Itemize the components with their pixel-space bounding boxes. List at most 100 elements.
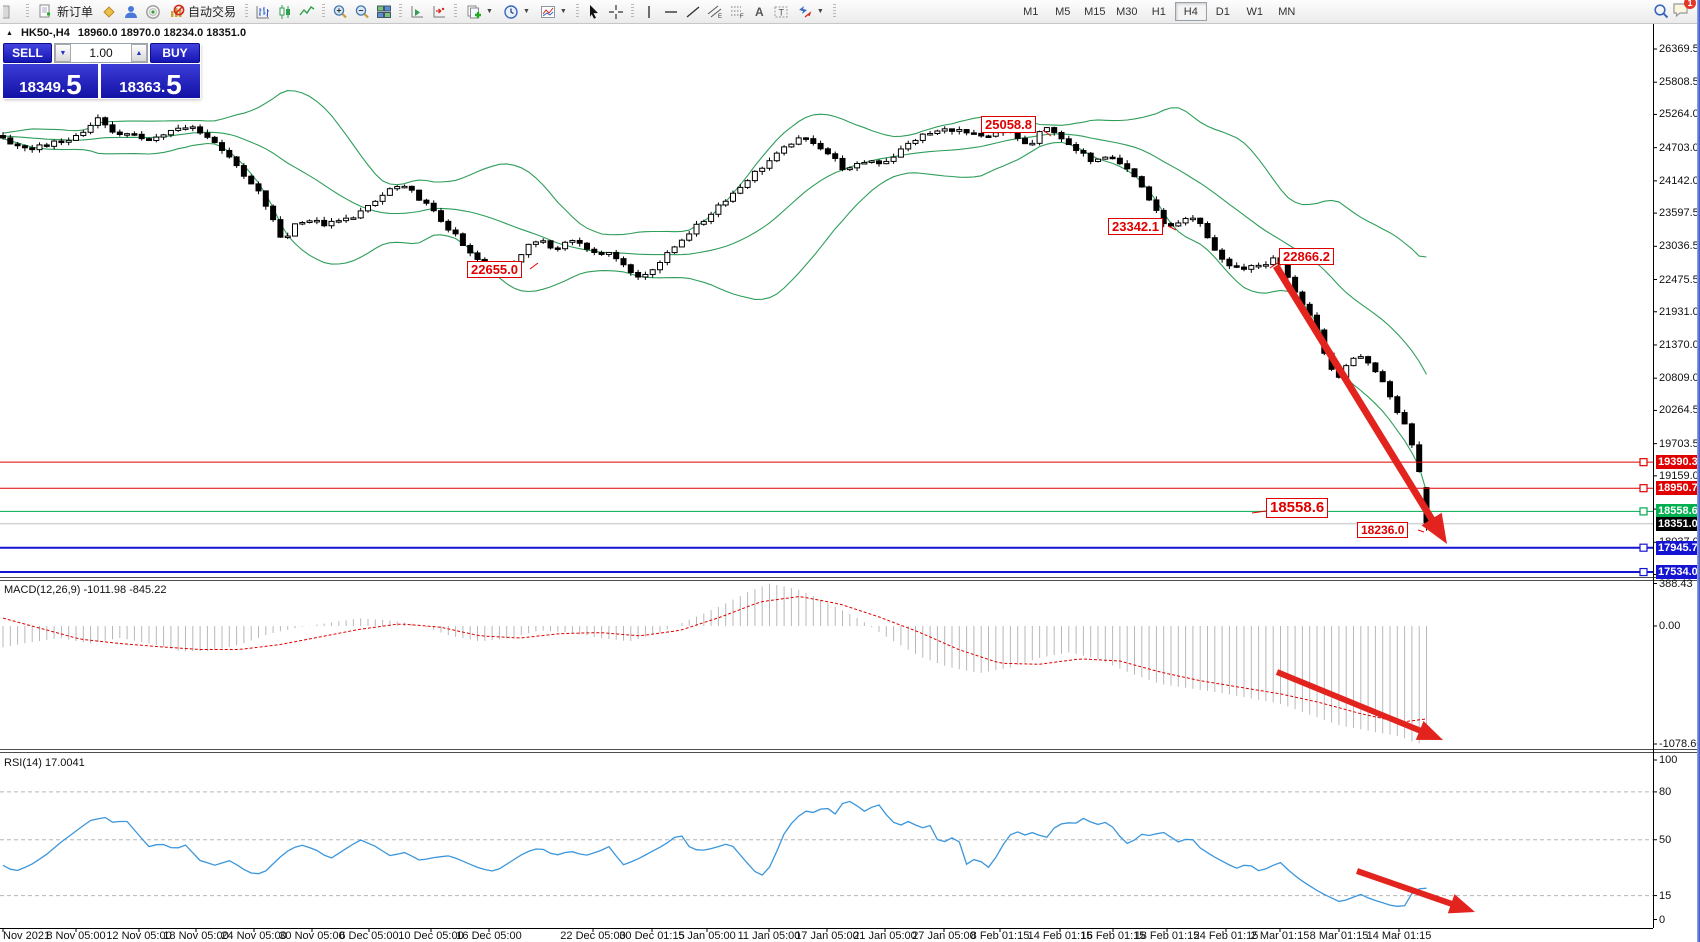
candle-body: [934, 130, 941, 135]
candle-body: [138, 133, 145, 140]
line-chart-mode-icon[interactable]: [296, 2, 318, 22]
bollinger-lower-band[interactable]: [2, 138, 1428, 493]
indicators-button[interactable]: ▼: [535, 2, 572, 22]
zoom-in-icon[interactable]: [329, 2, 351, 22]
autotrading-button[interactable]: 自动交易: [164, 2, 241, 22]
candlestick-mode-icon[interactable]: [274, 2, 296, 22]
timeframe-button-h1[interactable]: H1: [1151, 5, 1166, 18]
toolbar-grip: [575, 4, 579, 19]
timeframe-button-d1[interactable]: D1: [1215, 5, 1230, 18]
time-axis-label: 30 Nov 05:00: [279, 930, 345, 942]
candle-body: [240, 165, 247, 177]
candle-body: [1350, 357, 1357, 367]
fibonacci-tool-icon[interactable]: F: [726, 2, 748, 22]
profile-icon[interactable]: [120, 2, 142, 22]
price-axis-tick-label: 24703.0: [1659, 142, 1699, 154]
notifications-button[interactable]: 1: [1672, 0, 1696, 23]
cursor-icon[interactable]: [583, 2, 605, 22]
notification-badge: 1: [1684, 0, 1696, 9]
candle-body: [1073, 144, 1080, 151]
channel-tool-icon[interactable]: E: [704, 2, 726, 22]
vertical-line-tool-icon[interactable]: [638, 2, 660, 22]
periods-button[interactable]: ▼: [498, 2, 535, 22]
trend-arrow-shaft[interactable]: [1356, 868, 1455, 908]
price-axis-tick-label: 21370.0: [1659, 339, 1699, 351]
price-axis-tick-label: 19703.5: [1659, 438, 1699, 450]
dropdown-caret-icon: ▼: [816, 8, 824, 15]
rsi-line[interactable]: [2, 800, 1427, 907]
bollinger-middle-band[interactable]: [2, 131, 1427, 375]
candle-body: [87, 124, 94, 133]
candle-body: [569, 239, 576, 243]
timeframe-button-h4[interactable]: H4: [1174, 2, 1207, 21]
trendline-tool-icon[interactable]: [682, 2, 704, 22]
timeframe-button-w1[interactable]: W1: [1246, 5, 1264, 18]
horizontal-line-tool-icon[interactable]: [660, 2, 682, 22]
price-annotation-label[interactable]: 18236.0: [1357, 522, 1409, 538]
timeframe-button-m5[interactable]: M5: [1055, 5, 1071, 18]
auto-scroll-icon[interactable]: [406, 2, 428, 22]
text-tool-icon[interactable]: A: [748, 2, 770, 22]
toolbar-grip: [399, 4, 403, 19]
price-annotation-label[interactable]: 23342.1: [1108, 218, 1163, 235]
toolbar-grip: [832, 4, 836, 19]
candle-body: [627, 264, 634, 273]
zoom-out-icon[interactable]: [351, 2, 373, 22]
candle-body: [94, 117, 101, 126]
candle-body: [1241, 266, 1247, 270]
new-chart-button[interactable]: ▼: [461, 2, 498, 22]
trend-arrow-head[interactable]: [1447, 894, 1475, 914]
candle-body: [854, 162, 861, 169]
label-connector: [1417, 529, 1425, 533]
volume-increase-button[interactable]: ▲: [131, 44, 147, 62]
candle-body: [262, 190, 269, 207]
trend-arrow-shaft[interactable]: [1273, 264, 1436, 523]
volume-decrease-button[interactable]: ▼: [55, 44, 71, 62]
search-icon[interactable]: [1650, 2, 1672, 22]
autotrading-label: 自动交易: [188, 5, 237, 19]
volume-field[interactable]: ▼ 1.00 ▲: [54, 43, 148, 63]
bollinger-upper-band[interactable]: [2, 90, 1427, 258]
candle-body: [1211, 237, 1218, 251]
tile-windows-icon[interactable]: [373, 2, 395, 22]
bar-chart-mode-icon[interactable]: [252, 2, 274, 22]
trend-arrow-head[interactable]: [1421, 512, 1448, 544]
candle-body: [759, 167, 766, 172]
line-end-marker: [1639, 484, 1648, 493]
arrows-tool-button[interactable]: ▼: [792, 2, 829, 22]
timeframe-button-m1[interactable]: M1: [1023, 5, 1039, 18]
macd-signal-line[interactable]: [2, 596, 1427, 723]
timeframe-button-m30[interactable]: M30: [1116, 5, 1138, 18]
candle-body: [1226, 258, 1233, 267]
macd-axis-label: 388.43: [1659, 578, 1693, 590]
buy-button[interactable]: BUY: [150, 43, 200, 63]
time-axis-label: 18 Nov 05:00: [163, 930, 229, 942]
trend-arrow-shaft[interactable]: [1275, 669, 1423, 734]
buy-price-display[interactable]: 18363. 5: [101, 64, 200, 98]
candle-body: [832, 153, 839, 159]
signal-icon[interactable]: [142, 2, 164, 22]
candle-body: [1065, 138, 1072, 146]
sell-price-display[interactable]: 18349. 5: [3, 64, 98, 98]
timeframe-button-m15[interactable]: M15: [1084, 5, 1106, 18]
candle-body: [846, 167, 853, 171]
price-annotation-label[interactable]: 25058.8: [981, 116, 1036, 133]
chart-shift-icon[interactable]: [428, 2, 450, 22]
candle-body: [1138, 176, 1145, 188]
text-label-tool-icon[interactable]: T: [770, 2, 792, 22]
price-annotation-label[interactable]: 22655.0: [467, 261, 522, 278]
crosshair-icon[interactable]: [605, 2, 627, 22]
candle-body: [255, 183, 262, 192]
trend-arrow-head[interactable]: [1415, 721, 1443, 740]
eraser-icon[interactable]: [98, 2, 120, 22]
timeframe-button-mn[interactable]: MN: [1278, 5, 1296, 18]
price-annotation-label[interactable]: 22866.2: [1279, 248, 1334, 265]
sell-button[interactable]: SELL: [3, 43, 52, 63]
toolbar-grip: [630, 4, 634, 19]
new-order-button[interactable]: 新订单: [33, 2, 98, 22]
price-axis-tick-label: 19159.0: [1659, 470, 1699, 482]
time-axis-label: 24 Feb 01:15: [1193, 930, 1259, 942]
time-axis-label: 14 Mar 01:15: [1366, 930, 1432, 942]
price-annotation-label[interactable]: 18558.6: [1266, 498, 1329, 518]
